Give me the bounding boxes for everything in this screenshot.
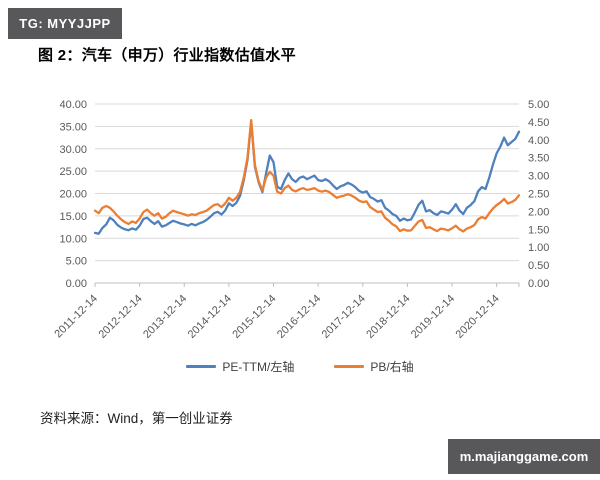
svg-text:5.00: 5.00 — [528, 99, 549, 111]
svg-text:0.00: 0.00 — [528, 278, 549, 290]
svg-text:25.00: 25.00 — [59, 166, 87, 178]
svg-text:2019-12-14: 2019-12-14 — [409, 293, 457, 341]
site-watermark-badge: m.majianggame.com — [448, 439, 600, 474]
svg-text:30.00: 30.00 — [59, 144, 87, 156]
svg-text:2020-12-14: 2020-12-14 — [454, 293, 502, 341]
svg-text:20.00: 20.00 — [59, 189, 87, 201]
pb-line-swatch — [334, 364, 365, 369]
svg-text:2014-12-14: 2014-12-14 — [186, 293, 234, 341]
svg-text:0.50: 0.50 — [528, 260, 549, 272]
site-watermark-text: m.majianggame.com — [459, 449, 589, 464]
svg-text:2018-12-14: 2018-12-14 — [364, 293, 412, 341]
svg-text:2011-12-14: 2011-12-14 — [52, 293, 100, 341]
legend-label-pe: PE-TTM/左轴 — [222, 360, 295, 374]
svg-text:2015-12-14: 2015-12-14 — [230, 293, 278, 341]
svg-text:1.00: 1.00 — [528, 242, 549, 254]
svg-text:10.00: 10.00 — [59, 233, 87, 245]
svg-text:1.50: 1.50 — [528, 224, 549, 236]
svg-text:40.00: 40.00 — [59, 99, 87, 111]
figure-title: 图 2：汽车（申万）行业指数估值水平 — [38, 47, 296, 64]
svg-text:2012-12-14: 2012-12-14 — [96, 293, 144, 341]
chart-legend: PE-TTM/左轴 PB/右轴 — [0, 358, 600, 375]
tg-watermark-text: TG: MYYJJPP — [19, 16, 111, 31]
pe-line-swatch — [186, 364, 217, 369]
tg-watermark-badge: TG: MYYJJPP — [8, 8, 122, 39]
legend-item-pb: PB/右轴 — [334, 358, 414, 375]
legend-item-pe: PE-TTM/左轴 — [186, 358, 294, 375]
svg-text:5.00: 5.00 — [66, 256, 87, 268]
svg-text:3.50: 3.50 — [528, 153, 549, 165]
svg-text:4.00: 4.00 — [528, 135, 549, 147]
svg-text:2.50: 2.50 — [528, 189, 549, 201]
svg-text:3.00: 3.00 — [528, 171, 549, 183]
svg-text:15.00: 15.00 — [59, 211, 87, 223]
svg-text:2016-12-14: 2016-12-14 — [275, 293, 323, 341]
svg-text:2.00: 2.00 — [528, 206, 549, 218]
svg-text:35.00: 35.00 — [59, 121, 87, 133]
valuation-chart-canvas: 0.00 5.00 10.00 15.00 20.00 25.00 30.00 35.00 40… — [52, 99, 549, 341]
svg-text:2013-12-14: 2013-12-14 — [141, 293, 189, 341]
svg-text:0.00: 0.00 — [66, 278, 87, 290]
valuation-chart: 0.00 5.00 10.00 15.00 20.00 25.00 30.00 35.00 40… — [30, 92, 590, 348]
data-source-note: 资料来源：Wind，第一创业证券 — [40, 411, 233, 426]
svg-text:4.50: 4.50 — [528, 117, 549, 129]
legend-label-pb: PB/右轴 — [370, 360, 414, 374]
svg-text:2017-12-14: 2017-12-14 — [320, 293, 368, 341]
